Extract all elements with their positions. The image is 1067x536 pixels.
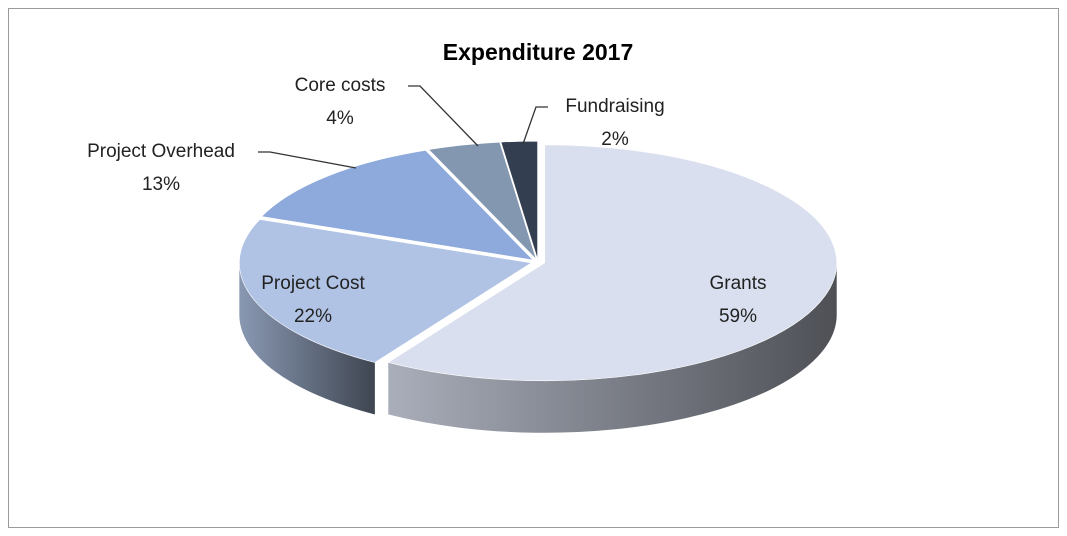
slice xyxy=(239,219,533,363)
slice-label: Project Cost xyxy=(261,273,365,294)
slice xyxy=(387,144,837,382)
value-label: 22% xyxy=(294,306,332,327)
labels: Grants 59% Project Cost 22% Project Overhead… xyxy=(87,75,766,327)
slice-label: Grants xyxy=(709,273,766,294)
slice-label: Project Overhead xyxy=(87,141,235,162)
value-label: 2% xyxy=(601,129,629,150)
value-label: 13% xyxy=(142,174,180,195)
slice xyxy=(500,140,538,260)
slice-label: Core costs xyxy=(295,75,386,96)
chart-border xyxy=(8,8,1059,528)
slice xyxy=(428,141,537,260)
leader-line xyxy=(258,151,357,169)
slice-side xyxy=(388,262,837,433)
slice xyxy=(260,149,534,261)
leader-line xyxy=(408,85,479,147)
value-label: 59% xyxy=(719,306,757,327)
slice-label: Fundraising xyxy=(565,96,664,117)
chart-title: Expenditure 2017 xyxy=(443,39,633,65)
pie xyxy=(239,140,837,433)
leader-line xyxy=(522,106,548,145)
value-label: 4% xyxy=(326,108,354,129)
